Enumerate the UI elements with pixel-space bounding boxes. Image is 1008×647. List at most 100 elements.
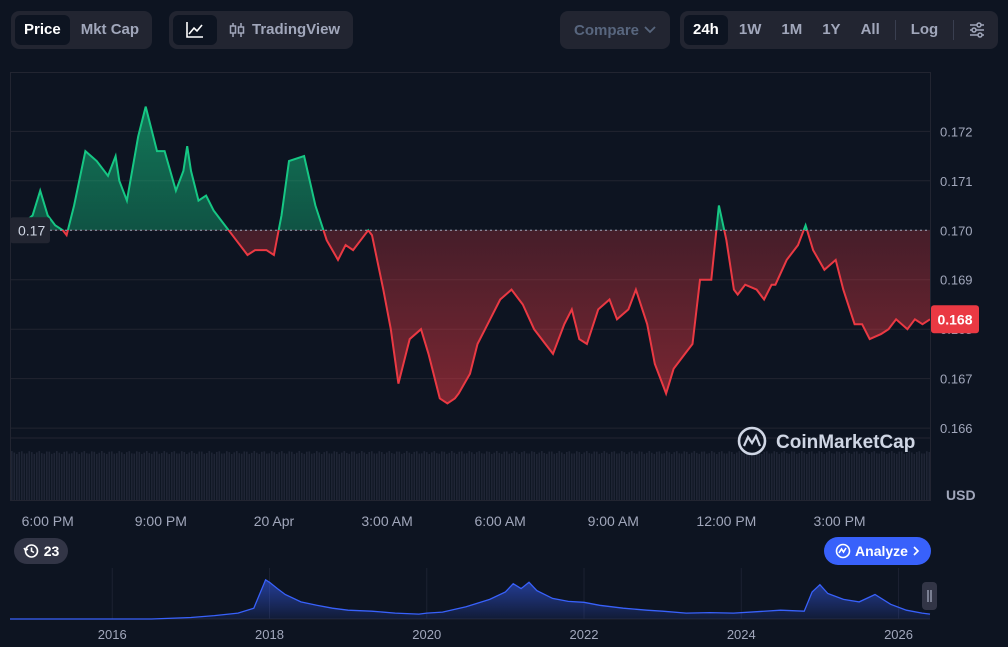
volume-bar [181, 451, 183, 500]
navigator-fill [10, 579, 930, 619]
reference-price-label: 0.17 [10, 217, 50, 244]
volume-bar [611, 451, 613, 500]
volume-bar [238, 453, 241, 500]
volume-bar [461, 451, 463, 500]
volume-bar [601, 452, 603, 500]
svg-text:CoinMarketCap: CoinMarketCap [776, 432, 915, 453]
analyze-button[interactable]: Analyze [824, 537, 931, 565]
volume-bar [661, 453, 663, 500]
volume-bar [306, 451, 308, 500]
volume-bar [378, 451, 381, 500]
volume-bar [393, 453, 396, 500]
volume-bar [363, 452, 366, 500]
range-1y[interactable]: 1Y [822, 21, 841, 38]
volume-bar [158, 453, 161, 500]
volume-bar [491, 453, 493, 500]
volume-bar [421, 453, 423, 500]
volume-bar [206, 452, 208, 500]
volume-bar [561, 452, 563, 500]
volume-bar [818, 451, 821, 500]
volume-bar [31, 452, 33, 500]
volume-bar [41, 453, 43, 500]
volume-bar [773, 451, 776, 500]
range-1w[interactable]: 1W [738, 21, 762, 38]
y-tick-label: 0.170 [940, 223, 973, 238]
volume-bar [23, 453, 26, 500]
volume-bar [198, 451, 201, 500]
price-line-up [14, 106, 809, 230]
price-chart[interactable]: 0.172 0.171 0.170 0.169 0.168 0.167 0.166 6:00… [0, 0, 1008, 540]
tab-mkt-cap[interactable]: Mkt Cap [80, 21, 140, 38]
compare-dropdown[interactable]: Compare [560, 11, 670, 49]
settings-button[interactable] [960, 15, 994, 45]
volume-bar [791, 451, 793, 500]
volume-bar [66, 451, 68, 500]
volume-bar [578, 452, 581, 500]
navigator-tick-label: 2016 [98, 627, 127, 642]
volume-bar [453, 452, 456, 500]
volume-bar [308, 451, 311, 500]
tab-price[interactable]: Price [15, 15, 70, 45]
volume-bar [103, 452, 106, 500]
volume-bar [146, 451, 148, 500]
volume-bar [263, 451, 266, 500]
volume-bar [183, 451, 186, 500]
volume-bar [191, 451, 193, 500]
volume-bar [351, 451, 353, 500]
volume-bar [333, 451, 336, 500]
line-chart-button[interactable] [173, 15, 217, 45]
range-all[interactable]: All [860, 21, 880, 38]
x-tick-label: 9:00 PM [135, 513, 187, 529]
volume-bar [503, 451, 506, 500]
volume-bar [13, 452, 16, 500]
volume-bar [376, 453, 378, 500]
volume-bar [726, 453, 728, 500]
volume-bar [738, 451, 741, 500]
volume-bar [456, 453, 458, 500]
volume-bar [538, 452, 541, 500]
volume-bar [688, 453, 691, 500]
volume-bar [591, 453, 593, 500]
volume-bar [481, 453, 483, 500]
current-price-bg [931, 305, 979, 334]
volume-bar [313, 453, 316, 500]
navigator-x-axis: 2016 2018 2020 2022 2024 2026 [98, 627, 913, 642]
volume-bar [11, 451, 13, 500]
navigator-chart[interactable]: 2016 2018 2020 2022 2024 2026 [0, 540, 1008, 647]
area-fill-down [10, 230, 930, 404]
volume-bar [891, 451, 893, 500]
tradingview-button[interactable]: TradingView [219, 15, 349, 45]
volume-bar [913, 453, 916, 500]
volume-bar [636, 453, 638, 500]
chart-border [10, 72, 931, 501]
volume-bar [326, 451, 328, 500]
navigator-handle[interactable] [922, 582, 937, 610]
volume-bar [483, 453, 486, 500]
volume-bar [173, 451, 176, 500]
volume-bar [38, 451, 41, 500]
volume-bar [106, 453, 108, 500]
volume-bar [646, 452, 648, 500]
volume-bar [771, 453, 773, 500]
range-24h[interactable]: 24h [684, 15, 728, 45]
volume-bar [893, 452, 896, 500]
navigator-tick-label: 2018 [255, 627, 284, 642]
volume-bar [298, 451, 301, 500]
volume-bar [323, 452, 326, 500]
volume-bar [476, 452, 478, 500]
volume-bar [536, 453, 538, 500]
history-badge[interactable]: 23 [14, 538, 68, 564]
history-icon [23, 544, 39, 558]
volume-bar [113, 453, 116, 500]
volume-bar [563, 453, 566, 500]
volume-bar [793, 451, 796, 500]
range-1m[interactable]: 1M [781, 21, 803, 38]
volume-bar [468, 451, 471, 500]
volume-bar [18, 451, 21, 500]
volume-bar [566, 451, 568, 500]
volume-bar [626, 453, 628, 500]
volume-bar [708, 453, 711, 500]
volume-bar [121, 452, 123, 500]
log-toggle[interactable]: Log [910, 21, 939, 38]
volume-bar [826, 452, 828, 500]
